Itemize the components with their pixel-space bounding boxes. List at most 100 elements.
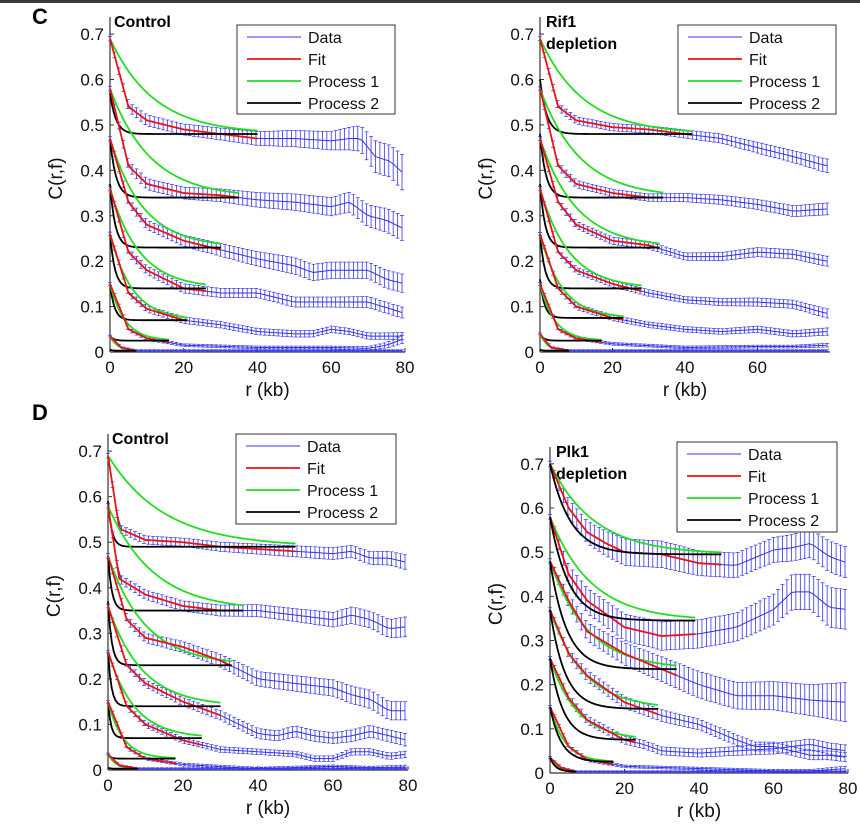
fit-line [109, 335, 137, 352]
y-tick-label: 0.4 [510, 161, 534, 180]
fit-line [107, 605, 221, 717]
process2-line [539, 333, 602, 342]
y-axis-label: C(r,f) [486, 583, 507, 625]
y-tick-label: 0 [95, 343, 104, 362]
x-tick-label: 80 [839, 779, 858, 798]
curve-group-1 [538, 36, 830, 173]
y-tick-label: 0.5 [78, 533, 102, 552]
curve-group-5 [108, 231, 405, 341]
fit-line [549, 516, 696, 637]
process1-line [107, 555, 232, 663]
y-tick-label: 0.5 [520, 543, 544, 562]
legend-label: Fit [308, 52, 326, 69]
curve-group-7 [108, 334, 405, 352]
process1-line [539, 38, 693, 133]
x-tick-label: 40 [249, 776, 268, 795]
x-tick-label: 80 [396, 358, 415, 377]
x-tick-label: 60 [764, 779, 783, 798]
data-line [107, 651, 406, 760]
panel-letter-c: C [32, 4, 48, 29]
process1-line [107, 701, 176, 759]
data-line [107, 753, 405, 770]
chart-c-control: 0 0.1 0.2 0.3 0.4 0.5 0.6 0.7 0 20 40 60 80 r (kb) C(r… [46, 14, 415, 401]
y-tick-label: 0.7 [78, 442, 102, 461]
y-tick-label: 0.7 [80, 25, 104, 44]
y-axis-label: C(r,f) [46, 157, 67, 199]
process2-line [109, 348, 136, 352]
curve-group-2 [548, 514, 848, 651]
x-tick-label: 60 [748, 358, 767, 377]
x-tick-label: 40 [676, 358, 695, 377]
fit-line [107, 555, 233, 667]
fit-line [109, 138, 221, 251]
legend-label: Process 2 [307, 505, 378, 522]
curve-group-2 [108, 85, 405, 241]
panel-letter-d: D [32, 400, 48, 425]
y-tick-label: 0.2 [78, 670, 102, 689]
legend-label: Process 1 [307, 483, 378, 500]
process1-line [109, 88, 240, 194]
chart-title-line: depletion [546, 36, 617, 53]
chart-title-line: Plk1 [556, 444, 589, 461]
x-tick-label: 0 [105, 358, 114, 377]
fit-line [109, 233, 188, 322]
process1-line [109, 233, 188, 319]
x-tick-label: 80 [399, 776, 418, 795]
legend-label: Process 1 [308, 74, 379, 91]
curve-group-1 [106, 453, 407, 570]
x-axis-label: r (kb) [677, 801, 721, 822]
x-tick-label: 60 [324, 776, 343, 795]
process2-line [539, 133, 664, 199]
legend-label: Data [308, 30, 342, 47]
legend-label: Process 2 [749, 96, 820, 113]
x-tick-label: 40 [690, 779, 709, 798]
y-tick-label: 0.4 [520, 587, 544, 606]
fit-line [109, 38, 258, 140]
process1-line [107, 505, 244, 607]
curve-group-3 [106, 553, 407, 721]
y-tick-label: 0.5 [80, 116, 104, 135]
process2-line [107, 753, 176, 760]
process1-line [109, 188, 206, 286]
process1-line [549, 516, 696, 619]
fit-line [107, 505, 243, 612]
curve-group-3 [538, 136, 830, 267]
legend: Data Fit Process 1 Process 2 [677, 24, 837, 115]
curve-group-5 [106, 649, 407, 762]
y-tick-label: 0.7 [510, 25, 534, 44]
y-tick-label: 0.1 [510, 298, 534, 317]
y-tick-label: 0.7 [520, 455, 544, 474]
x-tick-label: 0 [545, 779, 554, 798]
y-tick-label: 0.4 [78, 579, 102, 598]
process1-line [109, 38, 258, 132]
process2-line [539, 348, 570, 352]
legend: Data Fit Process 1 Process 2 [235, 433, 397, 525]
legend-label: Process 1 [749, 74, 820, 91]
process1-line [107, 605, 221, 704]
chart-d-plk1-depletion: 0 0.1 0.2 0.3 0.4 0.5 0.6 0.7 0 20 40 60 80 r (kb) C(r… [486, 441, 858, 822]
x-tick-label: 60 [322, 358, 341, 377]
x-tick-label: 20 [603, 358, 622, 377]
curve-group-7 [106, 752, 407, 770]
data-line [539, 188, 828, 314]
process2-line [109, 138, 240, 199]
y-tick-label: 0.3 [520, 632, 544, 651]
y-tick-label: 0.6 [510, 71, 534, 90]
y-tick-label: 0.1 [520, 720, 544, 739]
process1-line [539, 138, 660, 245]
x-tick-label: 20 [174, 358, 193, 377]
fit-line [107, 651, 202, 746]
process2-line [109, 92, 258, 135]
y-tick-label: 0 [525, 343, 534, 362]
data-line [539, 333, 828, 352]
chart-title: Control [114, 14, 171, 31]
legend-box [236, 24, 396, 115]
legend-box [677, 24, 837, 115]
x-tick-label: 0 [535, 358, 544, 377]
curve-group-4 [108, 185, 405, 319]
chart-title-line: depletion [556, 466, 627, 483]
curve-group-7 [538, 332, 830, 352]
process1-line [539, 188, 642, 287]
process2-line [539, 79, 693, 135]
chart-d-control: 0 0.1 0.2 0.3 0.4 0.5 0.6 0.7 0 20 40 60 80 r (kb) C(r… [44, 431, 418, 819]
